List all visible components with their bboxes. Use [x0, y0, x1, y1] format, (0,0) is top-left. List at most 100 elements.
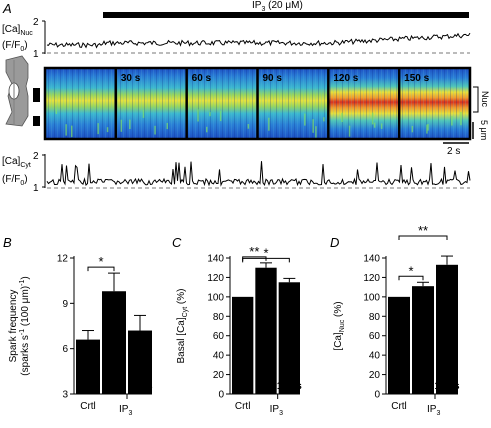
linescan-segment-label: 90 s — [263, 73, 283, 84]
y-tick-label: 60 — [369, 331, 381, 342]
significance-bracket — [398, 235, 448, 241]
bar-chart-c: C 0 20 40 60 80 100 120 140 Basal [Ca]Cyt (%) 30 s… — [172, 235, 302, 417]
linescan-spark — [373, 122, 376, 128]
bar-category-label: 120 s — [277, 381, 302, 392]
linescan-spark — [460, 111, 462, 126]
y-axis-label: Spark frequency — [8, 290, 19, 363]
significance-marker: ** — [418, 223, 428, 238]
y-tick-label: 80 — [213, 312, 225, 323]
panel-label: D — [330, 235, 339, 250]
x-category-control: Crtl — [235, 401, 251, 412]
linescan-texture — [399, 68, 470, 139]
linescan-spark — [315, 126, 317, 138]
bar-category-label: 120 s — [127, 381, 152, 392]
y-tick-label: 120 — [363, 273, 380, 284]
significance-bracket — [242, 257, 290, 263]
y-tick-label: 80 — [369, 312, 381, 323]
y-tick-label: 40 — [213, 351, 225, 362]
linescan-spark — [304, 113, 306, 126]
linescan-frame — [43, 66, 472, 141]
x-axis-label: IP3 — [427, 404, 440, 417]
y-tick-label: 0 — [374, 390, 380, 401]
significance-bracket — [87, 266, 115, 272]
y-tick-label: 3 — [62, 390, 68, 401]
linescan-spark — [427, 123, 429, 131]
linescan-spark — [97, 123, 99, 135]
linescan-spark — [166, 122, 168, 130]
nuc-tick-label-1: 1 — [33, 49, 39, 60]
significance-marker: ** — [249, 244, 259, 259]
y-tick-label: 20 — [213, 370, 225, 381]
linescan-spark — [142, 109, 145, 118]
linescan-spark — [71, 125, 73, 138]
bar-category-label: 120 s — [434, 381, 459, 392]
linescan-texture — [115, 68, 187, 139]
y-axis-label: Basal [Ca]Cyt (%) — [176, 289, 189, 364]
linescan-spark — [341, 112, 343, 122]
linescan-spark — [55, 108, 58, 114]
linescan-spark — [206, 126, 208, 133]
scale-bar-x-label: 2 s — [447, 146, 460, 157]
bar — [255, 267, 277, 394]
linescan-spark — [371, 112, 374, 125]
stimulus-label: IP3 (20 μM) — [252, 0, 303, 13]
y-tick-label: 100 — [363, 292, 380, 303]
linescan-segment-label: 30 s — [121, 73, 141, 84]
y-tick-label: 12 — [57, 254, 69, 265]
nuc-tick-label-2: 2 — [33, 17, 39, 28]
bar-category-label: 30 s — [104, 381, 124, 392]
scale-bar-y-label: 5 μm — [479, 120, 489, 140]
bar-chart-b: B 3 6 9 12 Spark frequency (sparks s-1 (100 μm… — [3, 235, 153, 417]
linescan-image: 30 s 60 s 90 s 120 s 150 s — [45, 68, 470, 139]
linescan-spark — [348, 125, 351, 137]
cyt-ylabel: [Ca]Cyt — [2, 156, 31, 169]
linescan-spark — [268, 117, 270, 131]
panel-label-a: A — [2, 1, 12, 16]
y-tick-label: 60 — [213, 331, 225, 342]
bar-chart-d: D 0 20 40 60 80 100 120 140 [Ca]Nuc (%) 30 s 120 s C… — [330, 223, 460, 417]
linescan-spark — [323, 117, 325, 122]
linescan-spark — [312, 119, 314, 133]
linescan-spark — [129, 119, 131, 129]
x-axis-label: IP3 — [119, 404, 132, 417]
stimulus-bar — [103, 12, 469, 18]
y-tick-label: 100 — [207, 292, 224, 303]
significance-marker: * — [408, 263, 413, 278]
nuc-ratio-label: (F/F0) — [2, 40, 28, 53]
bar-category-label: 30 s — [256, 381, 276, 392]
x-axis-label: IP3 — [270, 404, 283, 417]
panel-label: C — [172, 235, 182, 250]
linescan-segment-label: 150 s — [404, 73, 429, 84]
linescan-spark — [411, 125, 414, 133]
linescan-spark — [380, 123, 383, 129]
linescan-segment-label: 120 s — [333, 73, 358, 84]
bar — [388, 296, 410, 394]
linescan-segment-label: 60 s — [192, 73, 212, 84]
significance-bracket — [398, 275, 424, 281]
linescan-spark — [451, 116, 453, 126]
linescan-spark — [219, 111, 222, 122]
y-axis-label: [Ca]Nuc (%) — [333, 301, 346, 350]
linescan-texture — [328, 68, 400, 139]
linescan-spark — [197, 109, 199, 122]
bar — [412, 286, 434, 394]
significance-marker: * — [263, 245, 268, 260]
y-tick-label: 120 — [207, 273, 224, 284]
cyt-ratio-label: (F/F0) — [2, 174, 28, 187]
bar — [232, 296, 254, 394]
linescan-spark — [65, 124, 67, 136]
nuc-bracket — [473, 86, 479, 113]
linescan-texture — [186, 68, 258, 139]
nuc-bracket-label: Nuc — [480, 91, 490, 108]
linescan-spark — [120, 119, 123, 132]
y-tick-label: 0 — [218, 390, 224, 401]
linescan-texture — [45, 68, 116, 139]
scan-marker-bottom — [33, 116, 40, 126]
bar — [128, 330, 152, 394]
scan-marker-top — [33, 88, 40, 102]
cyt-tick-label-1: 1 — [33, 183, 39, 194]
linescan-spark — [426, 124, 428, 134]
linescan-spark — [247, 124, 250, 129]
y-tick-label: 140 — [363, 254, 380, 265]
